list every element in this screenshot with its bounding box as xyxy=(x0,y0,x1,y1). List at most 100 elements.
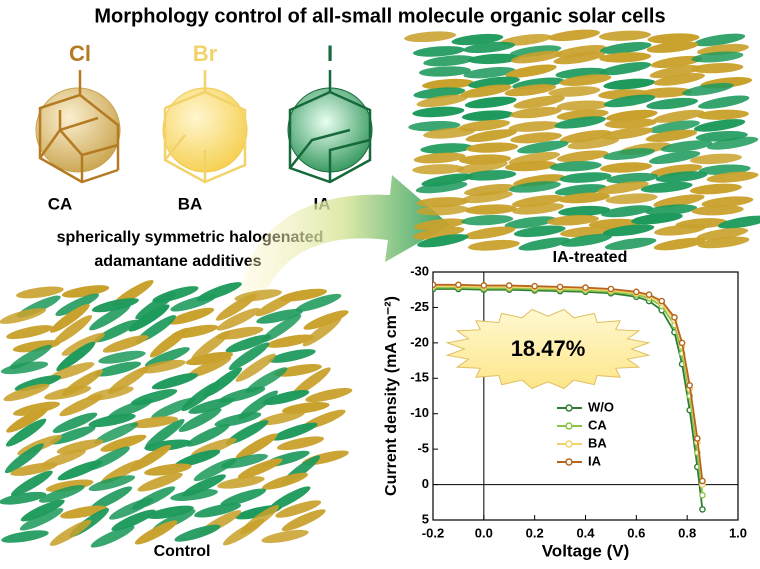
molecule-ellipse xyxy=(187,356,232,378)
molecule-ellipse xyxy=(413,152,466,164)
molecule-ellipse xyxy=(257,410,305,426)
molecule-ellipse xyxy=(510,106,562,119)
molecule-ellipse xyxy=(20,499,65,522)
series-line xyxy=(433,288,704,510)
film-ia-treated xyxy=(404,29,760,251)
molecule-ellipse xyxy=(10,470,53,497)
molecule-ellipse xyxy=(59,394,104,417)
molecule-ellipse xyxy=(504,160,557,172)
molecule-label: BA xyxy=(178,194,203,213)
molecule-ellipse xyxy=(415,181,468,194)
molecule-ellipse xyxy=(464,183,516,196)
molecule-ellipse xyxy=(215,293,257,321)
series-marker xyxy=(678,339,686,347)
molecule-ellipse xyxy=(464,96,517,109)
legend-label: CA xyxy=(588,417,607,432)
molecule-ellipse xyxy=(44,385,92,400)
molecule-ellipse xyxy=(464,170,517,181)
molecule-ellipse xyxy=(5,418,47,447)
molecule-ellipse xyxy=(295,293,342,312)
molecule-ellipse xyxy=(456,160,508,174)
molecule-ellipse xyxy=(508,121,561,132)
molecule-ellipse xyxy=(567,137,620,150)
molecule-ellipse xyxy=(466,142,519,153)
series-marker xyxy=(699,477,706,485)
molecule-ellipse xyxy=(416,205,469,216)
molecule-ellipse xyxy=(151,373,199,390)
molecule-ellipse xyxy=(111,509,156,531)
molecule-ellipse xyxy=(655,171,708,183)
molecule-ellipse xyxy=(653,237,706,251)
molecule-ia xyxy=(287,70,373,184)
molecule-ellipse xyxy=(144,347,190,368)
caption: spherically symmetric halogenated xyxy=(57,229,324,246)
molecule-ellipse xyxy=(691,62,744,74)
molecule-ellipse xyxy=(262,389,310,406)
molecule-ellipse xyxy=(220,488,267,507)
annotation: 18.47% xyxy=(511,336,586,361)
molecule-ellipse xyxy=(645,204,698,216)
chart: -0.2 0.0 0.2 0.4 0.6 0.8 1.0 -30 -25 -20 -15 -10 -5 0… xyxy=(383,263,747,560)
molecule-ellipse xyxy=(691,205,744,216)
molecule-ellipse xyxy=(463,226,516,240)
molecule-ellipse xyxy=(548,86,601,97)
series-marker xyxy=(658,297,666,305)
series-marker xyxy=(556,283,564,291)
molecule-ellipse xyxy=(604,118,657,129)
molecule-ellipse xyxy=(170,489,218,501)
molecule-ellipse xyxy=(649,64,701,79)
molecule-ellipse xyxy=(467,239,520,251)
y-tick-label: -5 xyxy=(417,441,429,456)
starburst xyxy=(445,308,651,390)
series-line xyxy=(433,286,704,496)
film-label: Control xyxy=(154,543,211,560)
molecule-ellipse xyxy=(90,525,135,548)
molecule-ellipse xyxy=(281,509,326,532)
molecule-ellipse xyxy=(693,33,746,47)
series-marker xyxy=(505,282,513,289)
title: Morphology control of all-small molecule… xyxy=(94,5,665,27)
molecule-ellipse xyxy=(698,95,750,109)
molecule-ellipse xyxy=(504,216,557,229)
molecule-ellipse xyxy=(465,129,517,143)
molecule-ellipse xyxy=(0,361,49,375)
molecule-ellipse xyxy=(130,416,179,429)
molecule-ellipse xyxy=(598,30,651,41)
molecule-ellipse xyxy=(38,485,85,503)
molecule-ellipse xyxy=(91,298,139,313)
molecule-ellipse xyxy=(653,72,706,86)
molecule-ellipse xyxy=(268,349,316,363)
molecule-ellipse xyxy=(412,106,465,118)
legend-marker xyxy=(565,440,573,448)
molecule-ellipse xyxy=(404,31,457,43)
molecule-ellipse xyxy=(547,214,599,226)
molecule-ellipse xyxy=(194,503,242,518)
molecule-ellipse xyxy=(217,476,265,489)
molecule-ellipse xyxy=(168,307,215,325)
plot-area xyxy=(433,281,706,513)
molecule-ellipse xyxy=(504,84,557,97)
y-tick-label: 0 xyxy=(422,476,429,491)
molecule-ellipse xyxy=(549,161,602,172)
molecule-ellipse xyxy=(12,340,61,353)
molecule-ellipse xyxy=(646,97,699,110)
film-control xyxy=(0,280,353,548)
molecule-ellipse xyxy=(500,33,552,46)
molecule-ellipse xyxy=(146,505,194,519)
molecule-ellipse xyxy=(560,233,613,247)
molecule-ellipse xyxy=(640,181,693,193)
legend-label: BA xyxy=(588,435,607,450)
molecule-ellipse xyxy=(414,218,466,231)
molecule-ellipse xyxy=(660,140,713,153)
molecule-ellipse xyxy=(419,66,472,77)
molecule-ellipse xyxy=(274,363,322,377)
molecule-ellipse xyxy=(61,332,105,356)
molecule-ellipse xyxy=(416,197,469,208)
series-marker xyxy=(686,382,694,389)
molecule-ellipse xyxy=(461,110,514,121)
series-marker xyxy=(455,281,462,289)
series-marker xyxy=(699,506,706,513)
molecule-ellipse xyxy=(650,55,703,69)
molecule-ellipse xyxy=(3,383,50,402)
molecule-ellipse xyxy=(49,519,92,546)
